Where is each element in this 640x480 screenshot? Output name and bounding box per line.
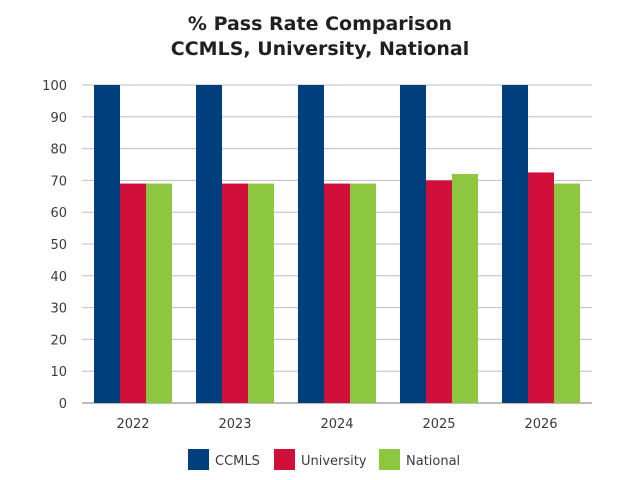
y-tick-label: 70 <box>50 174 67 189</box>
chart-title: % Pass Rate Comparison <box>188 13 452 35</box>
legend-label-national: National <box>406 454 460 469</box>
bar-ccmls-2025 <box>400 85 426 403</box>
legend-swatch-national <box>379 449 400 470</box>
y-tick-label: 60 <box>50 206 67 221</box>
bar-national-2023 <box>248 183 274 403</box>
bar-ccmls-2022 <box>94 85 120 403</box>
legend-label-ccmls: CCMLS <box>215 454 260 469</box>
x-tick-label: 2023 <box>218 417 251 432</box>
bar-ccmls-2026 <box>502 85 528 403</box>
y-tick-label: 40 <box>50 270 67 285</box>
y-tick-label: 50 <box>50 238 67 253</box>
bar-national-2024 <box>350 183 376 403</box>
x-tick-label: 2024 <box>320 417 353 432</box>
x-tick-label: 2025 <box>422 417 455 432</box>
x-axis: 2022 2023 2024 2025 2026 <box>116 417 557 432</box>
y-axis: 0 10 20 30 40 50 60 70 80 90 100 <box>42 79 67 412</box>
y-tick-label: 0 <box>59 397 67 412</box>
y-tick-label: 30 <box>50 302 67 317</box>
bar-ccmls-2024 <box>298 85 324 403</box>
legend: CCMLS University National <box>188 449 460 470</box>
legend-swatch-university <box>274 449 295 470</box>
x-tick-label: 2022 <box>116 417 149 432</box>
bar-university-2023 <box>222 183 248 403</box>
y-tick-label: 20 <box>50 333 67 348</box>
y-tick-label: 10 <box>50 365 67 380</box>
y-tick-label: 80 <box>50 143 67 158</box>
bar-national-2022 <box>146 183 172 403</box>
y-tick-label: 90 <box>50 111 67 126</box>
x-tick-label: 2026 <box>524 417 557 432</box>
legend-label-university: University <box>301 454 367 469</box>
bar-university-2022 <box>120 183 146 403</box>
bar-university-2026 <box>528 172 554 403</box>
bar-national-2025 <box>452 174 478 403</box>
chart-subtitle: CCMLS, University, National <box>171 38 469 60</box>
y-tick-label: 100 <box>42 79 67 94</box>
bar-university-2024 <box>324 183 350 403</box>
legend-swatch-ccmls <box>188 449 209 470</box>
bars <box>94 85 580 403</box>
bar-national-2026 <box>554 183 580 403</box>
bar-ccmls-2023 <box>196 85 222 403</box>
bar-university-2025 <box>426 180 452 403</box>
